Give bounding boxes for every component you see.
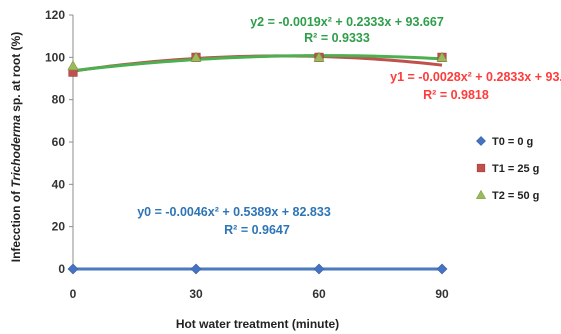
y-axis-title-suffix: sp. at root (%) [9, 32, 23, 115]
legend-label-0: T0 = 0 g [492, 136, 533, 148]
legend-label-2: T2 = 50 g [492, 190, 539, 202]
y-tick-label: 120 [45, 8, 65, 22]
x-tick-label: 30 [189, 287, 203, 301]
legend-marker-2 [475, 189, 487, 199]
data-point-series-0 [67, 263, 79, 275]
legend-label-1: T1 = 25 g [492, 163, 539, 175]
x-tick-label: 0 [70, 287, 77, 301]
trendline-equation-0: y0 = -0.0046x² + 0.5389x + 82.833 [137, 205, 331, 219]
trendline-r2-2: R² = 0.9333 [304, 31, 370, 45]
trendline-equation-1: y1 = -0.0028x² + 0.2833x + 93.5 [390, 70, 561, 84]
y-tick-label: 100 [45, 50, 65, 64]
y-axis-title-prefix: Infecction of [9, 188, 23, 263]
data-point-series-0 [436, 263, 448, 275]
x-tick-label: 60 [312, 287, 326, 301]
y-tick-label: 80 [52, 93, 66, 107]
trendline-labels: y0 = -0.0046x² + 0.5389x + 82.833 R² = 0.… [137, 15, 561, 237]
data-point-series-2 [67, 60, 79, 71]
data-markers [67, 51, 448, 275]
data-point-series-0 [313, 263, 325, 275]
x-axis-title: Hot water treatment (minute) [176, 317, 339, 331]
y-tick-label: 20 [52, 220, 66, 234]
legend: T0 = 0 g T1 = 25 g T2 = 50 g [475, 136, 539, 202]
y-tick-label: 60 [52, 135, 66, 149]
y-axis-title: Infecction of Trichoderma sp. at root (%… [9, 32, 23, 262]
x-tick-label: 90 [435, 287, 449, 301]
legend-item-0: T0 = 0 g [476, 136, 533, 148]
data-point-series-0 [190, 263, 202, 275]
y-tick-label: 40 [52, 177, 66, 191]
axes: 0 20 40 60 80 100 120 0 30 60 90 Hot water treatmen… [9, 8, 449, 331]
data-point-series-2 [313, 51, 325, 62]
legend-marker-0 [476, 136, 486, 146]
data-point-series-2 [190, 51, 202, 62]
trendline-r2-0: R² = 0.9647 [224, 223, 290, 237]
y-tick-label: 0 [58, 262, 65, 276]
legend-item-2: T2 = 50 g [475, 189, 539, 202]
trendline-r2-1: R² = 0.9818 [423, 88, 489, 102]
legend-marker-1 [476, 163, 486, 173]
trendline-equation-2: y2 = -0.0019x² + 0.2333x + 93.667 [250, 15, 444, 29]
y-axis-title-italic: Trichoderma [9, 115, 23, 188]
data-point-series-2 [436, 51, 448, 62]
legend-item-1: T1 = 25 g [476, 163, 539, 175]
trendline-series-2 [72, 54, 443, 73]
